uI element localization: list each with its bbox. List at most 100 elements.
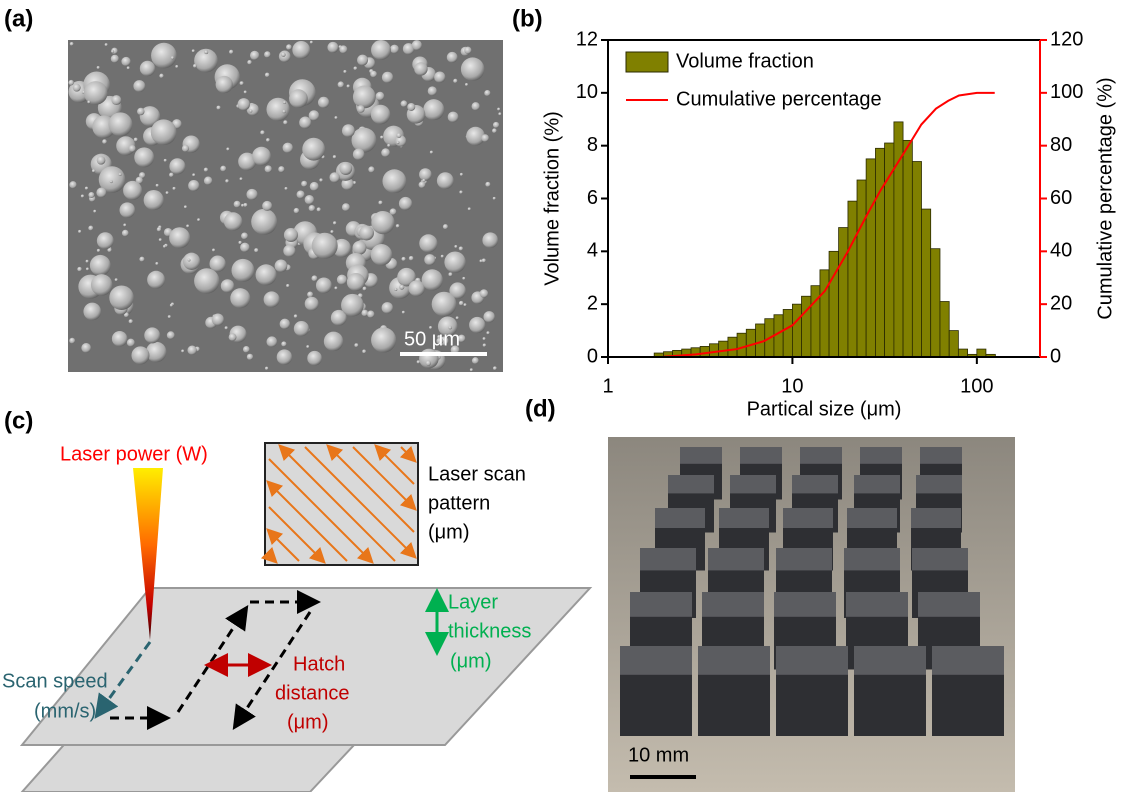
particle [90,255,111,276]
bar [792,304,801,357]
y-tick-label: 0 [587,345,598,367]
particle [241,204,244,207]
particle [251,209,277,235]
particle [354,67,358,71]
particle [311,275,317,281]
cube-front [854,671,926,736]
scan-pattern-box [265,443,418,565]
x-tick-label: 100 [960,375,993,397]
particle [85,187,88,190]
particle [453,79,457,83]
particle [171,56,174,59]
particle [448,112,459,123]
particle [139,257,144,262]
particle [338,81,344,87]
cube-front [776,671,848,736]
diagram-label: distance [275,682,350,704]
particle [77,267,82,272]
particle [342,203,350,211]
particle [283,120,287,124]
particle [151,43,177,69]
particle [70,42,74,46]
particle [169,227,190,248]
particle [334,287,337,290]
particle [168,315,171,318]
particle [317,207,321,211]
particle [159,74,163,78]
cube-top [776,646,848,675]
particle [354,343,358,347]
particle [361,310,368,317]
particle [151,119,177,145]
particle [265,165,272,172]
x-tick-label: 1 [602,375,613,397]
particle [166,191,169,194]
particle [280,319,290,329]
particle [371,244,393,266]
particle [468,207,471,210]
particle [324,332,343,351]
particle [182,145,189,152]
particle [97,156,106,165]
cube-top [783,508,833,528]
particle [444,251,465,272]
particle [188,180,199,191]
particle [343,70,346,73]
particle [120,202,136,218]
particle [175,65,178,68]
cube-top [702,592,764,617]
particle [443,224,448,229]
particle [121,57,130,66]
particle [102,139,107,144]
particle [247,60,252,65]
particle [247,354,253,360]
particle [230,288,250,308]
particle [225,179,229,183]
particle [370,71,377,78]
cube-top [847,508,897,528]
particle [93,210,96,213]
cube-front [698,671,770,736]
bar [737,333,746,357]
y-tick-label: 2 [587,292,598,314]
cube-top [846,592,908,617]
particle [92,169,95,172]
particle [155,262,158,265]
particle [266,138,270,142]
particle [224,212,242,230]
particle [318,97,329,108]
particle [353,241,367,255]
particle [88,226,93,231]
cube-top [844,548,900,570]
particle [156,184,159,187]
cube-top [916,475,962,493]
bar [866,159,875,357]
particle [470,368,473,371]
particle [371,327,396,352]
particle [312,233,338,259]
particle [234,201,241,208]
diagram-label: Laser power (W) [60,443,208,465]
particle [459,301,464,306]
particle [278,166,284,172]
particle [309,110,320,121]
particle [380,136,383,139]
particle [493,122,499,128]
particle [347,273,365,291]
cube-top [730,475,776,493]
bar [977,349,986,357]
particle [483,344,486,347]
particle [307,292,313,298]
cube-top [774,592,836,617]
particle [422,179,425,182]
particle [133,80,145,92]
y2-tick-label: 120 [1050,28,1083,50]
particle [319,178,322,181]
particle [382,72,393,83]
particle [226,147,229,150]
particle [357,105,365,113]
particle [286,284,289,287]
particle [461,57,484,80]
particle [430,151,433,154]
particle [252,147,271,166]
